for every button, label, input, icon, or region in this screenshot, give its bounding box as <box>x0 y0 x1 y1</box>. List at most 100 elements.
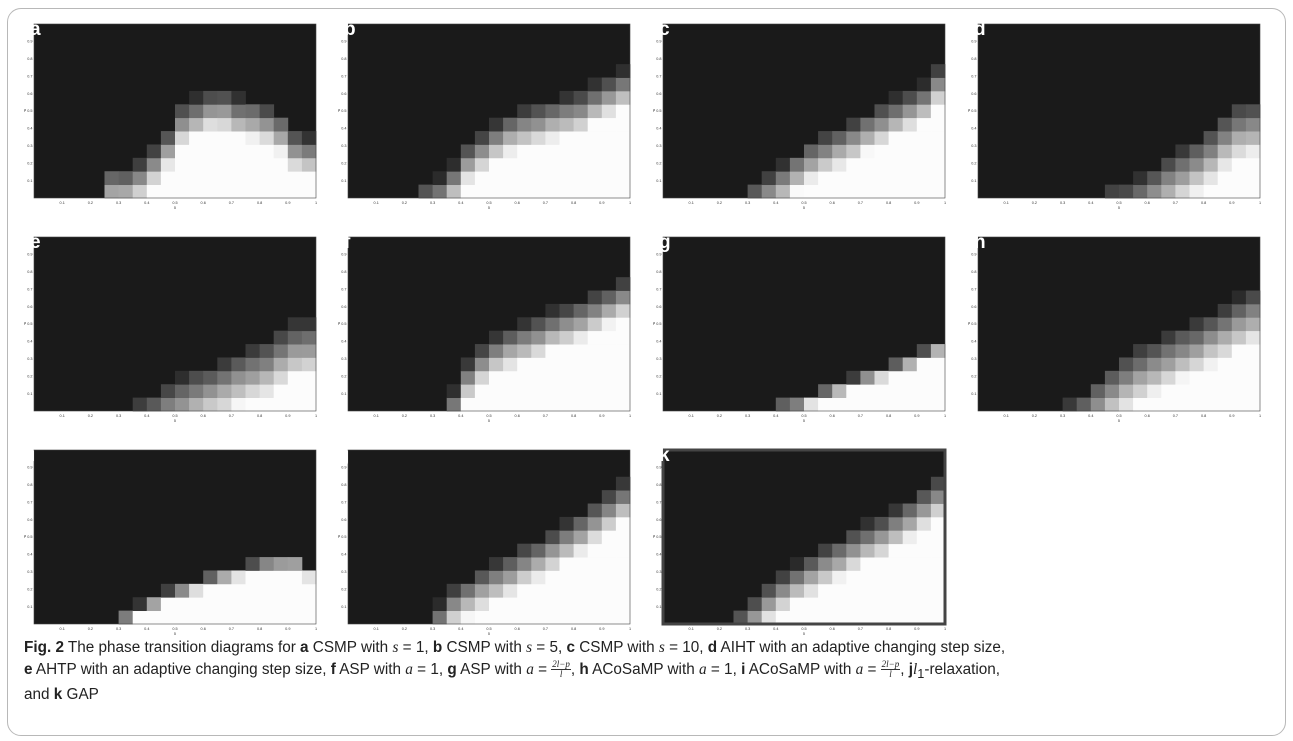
y-tick-label: 0.8 <box>656 57 661 61</box>
x-tick-label: 0.7 <box>858 201 863 205</box>
phase-cell <box>259 583 275 598</box>
phase-cell <box>832 184 847 199</box>
phase-cell <box>301 397 317 412</box>
phase-cell <box>1217 344 1233 358</box>
x-tick-label: 0.9 <box>914 414 919 418</box>
phase-cell <box>846 184 861 199</box>
phase-cell <box>531 344 546 358</box>
phase-cell <box>531 144 546 159</box>
phase-cell <box>860 583 875 598</box>
phase-cell <box>531 610 546 625</box>
phase-plot: 0.1 0.2 0.3 0.4 0.5 0.6 0.7 0.8 0.9 1 0.1 0.2 0.3 0.4… <box>338 449 631 636</box>
x-tick-label: 1 <box>629 201 631 205</box>
x-tick-label: 0.8 <box>886 201 891 205</box>
x-tick-label: 1 <box>629 627 631 631</box>
x-tick-label: 0.3 <box>745 414 750 418</box>
x-tick-label: 0.5 <box>1116 414 1121 418</box>
x-tick-label: 0.6 <box>515 414 520 418</box>
phase-cell <box>231 131 246 145</box>
phase-cell <box>789 557 805 571</box>
y-tick-label: 0.6 <box>656 305 661 309</box>
phase-cell <box>1217 330 1233 345</box>
phase-cell <box>615 543 631 558</box>
phase-cell <box>503 117 518 132</box>
phase-cell <box>832 171 847 186</box>
phase-cell <box>860 117 875 132</box>
phase-cell <box>846 157 861 172</box>
phase-plot: 0.1 0.2 0.3 0.4 0.5 0.6 0.7 0.8 0.9 1 0.1 0.2 0.3 0.4… <box>653 23 946 210</box>
phase-cell <box>916 184 932 199</box>
plot-frame <box>977 23 1261 199</box>
phase-cell <box>1090 397 1106 412</box>
phase-cell <box>846 610 861 625</box>
phase-cell <box>259 610 275 625</box>
phase-cell <box>930 583 946 598</box>
phase-cell <box>916 503 932 518</box>
phase-cell <box>1133 344 1148 358</box>
y-tick-label: 0.2 <box>341 587 346 591</box>
phase-cell <box>1203 330 1219 345</box>
phase-cell <box>545 530 560 545</box>
phase-cell <box>1217 184 1233 199</box>
phase-cell <box>587 131 603 145</box>
phase-cell <box>818 144 833 159</box>
phase-cell <box>930 157 946 172</box>
phase-cell <box>273 370 289 385</box>
phase-cell <box>601 117 617 132</box>
phase-cell <box>1119 357 1134 372</box>
phase-cell <box>231 357 246 372</box>
phase-cell <box>888 543 904 558</box>
y-tick-label: 0.6 <box>27 518 32 522</box>
phase-cell <box>559 583 574 598</box>
phase-cell <box>203 610 218 625</box>
phase-cell <box>573 184 589 199</box>
caption-fig-label: Fig. 2 <box>24 639 64 656</box>
y-tick-label: 0.2 <box>27 587 32 591</box>
phase-cell <box>902 583 918 598</box>
phase-cell <box>1189 357 1204 372</box>
phase-cell <box>203 90 218 105</box>
x-axis-label: δ <box>488 631 491 636</box>
y-tick-label: 0.7 <box>971 74 976 78</box>
phase-cell <box>615 90 631 105</box>
phase-cell <box>804 583 819 598</box>
phase-cell <box>175 157 190 172</box>
x-tick-label: 0.4 <box>458 201 463 205</box>
phase-cell <box>818 184 833 199</box>
y-axis-label: ρ <box>653 533 656 538</box>
phase-cell <box>217 570 232 585</box>
phase-cell <box>489 583 504 598</box>
phase-cell <box>1217 157 1233 172</box>
x-tick-label: 0.4 <box>144 201 149 205</box>
phase-cell <box>1090 384 1106 399</box>
y-tick-label: 0.4 <box>341 340 346 344</box>
y-axis-label: ρ <box>968 107 971 112</box>
phase-cell <box>789 597 805 612</box>
y-tick-label: 0.1 <box>971 179 976 183</box>
y-tick-label: 0.6 <box>341 305 346 309</box>
phase-cell <box>287 157 303 172</box>
caption-math: a <box>405 660 413 678</box>
x-tick-label: 0.9 <box>914 627 919 631</box>
phase-cell <box>1147 397 1162 412</box>
y-tick-label: 0.8 <box>656 270 661 274</box>
phase-cell <box>804 610 819 625</box>
phase-cell <box>587 597 603 612</box>
phase-cell <box>245 171 260 186</box>
phase-cell <box>217 610 232 625</box>
phase-cell <box>846 570 861 585</box>
x-tick-label: 0.6 <box>830 414 835 418</box>
phase-cell <box>1231 370 1247 385</box>
phase-cell <box>930 503 946 518</box>
phase-cell <box>888 503 904 518</box>
phase-cell <box>559 557 574 571</box>
x-tick-label: 1 <box>1259 414 1261 418</box>
phase-cell <box>902 171 918 186</box>
y-tick-label: 0.8 <box>27 270 32 274</box>
x-tick-label: 0.9 <box>599 414 604 418</box>
phase-cell <box>804 144 819 159</box>
x-tick-label: 0.1 <box>689 201 694 205</box>
phase-cell <box>902 530 918 545</box>
phase-cell <box>446 171 462 186</box>
phase-cell <box>503 357 518 372</box>
